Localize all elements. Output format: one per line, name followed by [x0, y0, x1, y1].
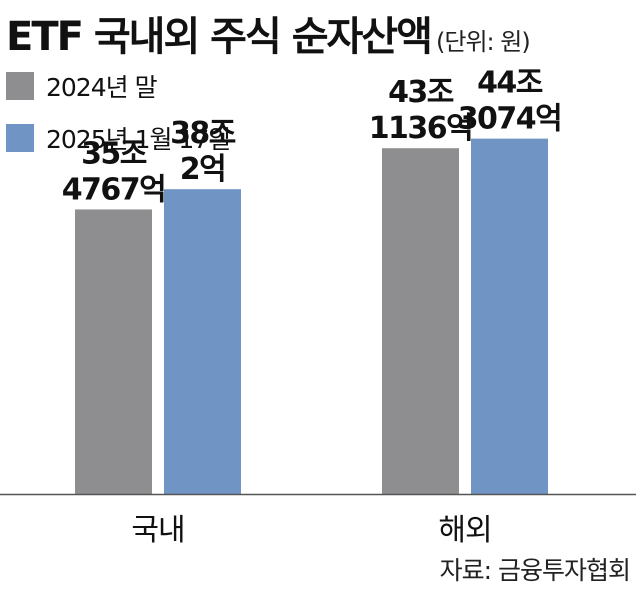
data-label-1-0: 43조 1136억 — [369, 75, 473, 146]
unit-label: (단위: 원) — [436, 28, 531, 56]
bar-0-0 — [75, 209, 152, 494]
chart-title-block: ETF 국내외 주식 순자산액 (단위: 원) — [6, 4, 531, 62]
chart-title: ETF 국내외 주식 순자산액 — [6, 14, 433, 60]
bar-1-1 — [471, 138, 548, 494]
category-label-1: 해외 — [438, 513, 491, 548]
category-label-0: 국내 — [131, 513, 184, 548]
source-note: 자료: 금융투자협회 — [439, 556, 631, 585]
legend-swatch-blue — [6, 124, 34, 152]
bar-0-1 — [164, 189, 241, 494]
legend-label-2025: 2025년 1월 17일 — [46, 125, 231, 154]
data-label-1-1: 44조 3074억 — [458, 66, 562, 137]
bar-1-0 — [382, 148, 459, 494]
legend-item-2024: 2024년 말 — [6, 68, 158, 104]
legend-swatch-gray — [6, 72, 34, 100]
legend-item-2025: 2025년 1월 17일 — [6, 120, 231, 156]
data-label-0-0: 35조 4767억 — [62, 136, 166, 207]
legend-label-2024: 2024년 말 — [46, 73, 158, 102]
data-label-0-1: 38조 2억 — [170, 116, 236, 187]
